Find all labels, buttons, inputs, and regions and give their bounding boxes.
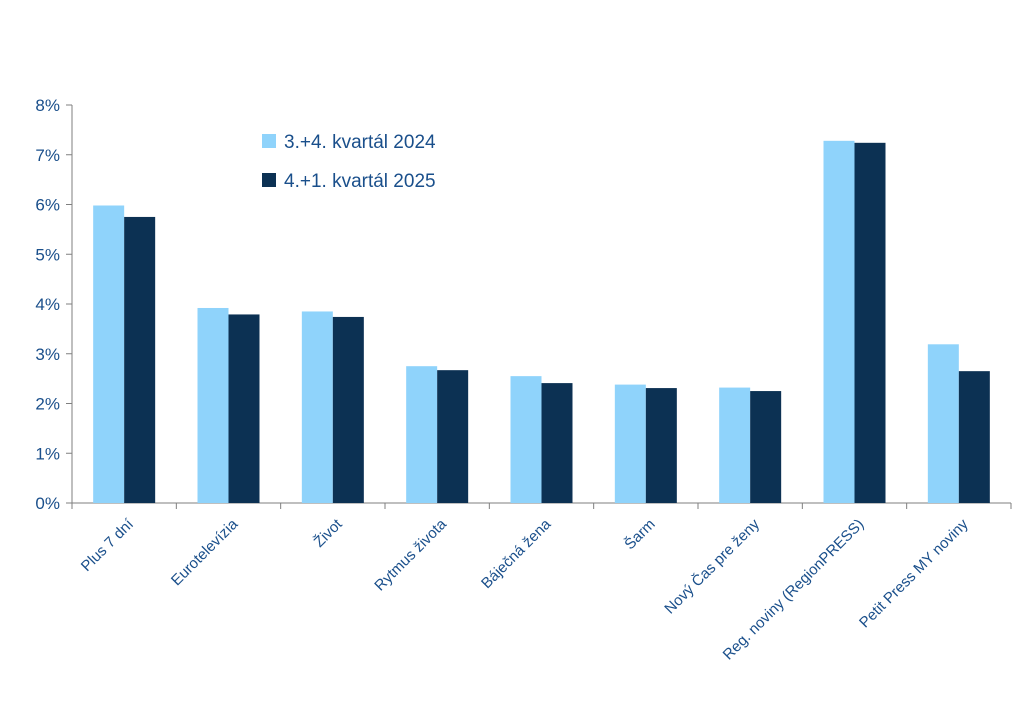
bars [93, 140, 990, 503]
x-category-label: Eurotelevízia [168, 515, 242, 589]
x-axis: Plus 7 dní Eurotelevízia Život Rytmus život… [71, 502, 1012, 663]
bar-series-2 [332, 316, 364, 503]
y-tick-label: 1% [35, 444, 60, 463]
bar-series-1 [719, 387, 751, 503]
y-tick-label: 8% [35, 96, 60, 115]
bar-series-1 [197, 307, 229, 503]
bar-series-2 [854, 142, 886, 503]
legend: 3.+4. kvartál 2024 4.+1. kvartál 2025 [262, 132, 436, 192]
bar-series-2 [541, 383, 573, 503]
x-category-label: Život [311, 515, 347, 551]
legend-swatch [262, 134, 276, 148]
bar-series-2 [645, 388, 677, 503]
y-tick-label: 6% [35, 196, 60, 215]
y-tick-label: 7% [35, 146, 60, 165]
y-tick-label: 0% [35, 494, 60, 513]
bar-series-1 [927, 344, 959, 503]
x-category-label: Petit Press MY noviny [856, 515, 972, 631]
y-axis: 0% 1% 2% 3% 4% 5% 6% 7% 8% [35, 96, 73, 513]
x-category-label: Rytmus života [371, 515, 450, 594]
bar-series-2 [750, 391, 782, 503]
bar-series-1 [823, 140, 855, 503]
bar-series-1 [93, 205, 125, 503]
bar-series-2 [228, 314, 260, 503]
y-tick-label: 5% [35, 245, 60, 264]
legend-swatch [262, 173, 276, 187]
bar-series-2 [437, 370, 469, 503]
bar-series-1 [614, 384, 646, 503]
bar-series-1 [301, 311, 333, 503]
x-category-label: Nový Čas pre ženy [661, 515, 763, 617]
bar-series-1 [406, 366, 438, 503]
x-category-label: Plus 7 dní [78, 515, 138, 575]
legend-label: 4.+1. kvartál 2025 [284, 171, 436, 192]
bar-series-2 [124, 216, 156, 503]
y-tick-label: 2% [35, 395, 60, 414]
x-category-label: Šarm [621, 516, 658, 553]
bar-series-1 [510, 376, 542, 503]
bar-series-2 [958, 371, 990, 503]
legend-label: 3.+4. kvartál 2024 [284, 132, 436, 153]
x-category-label: Báječná žena [478, 515, 555, 592]
y-tick-label: 4% [35, 295, 60, 314]
y-tick-label: 3% [35, 345, 60, 364]
